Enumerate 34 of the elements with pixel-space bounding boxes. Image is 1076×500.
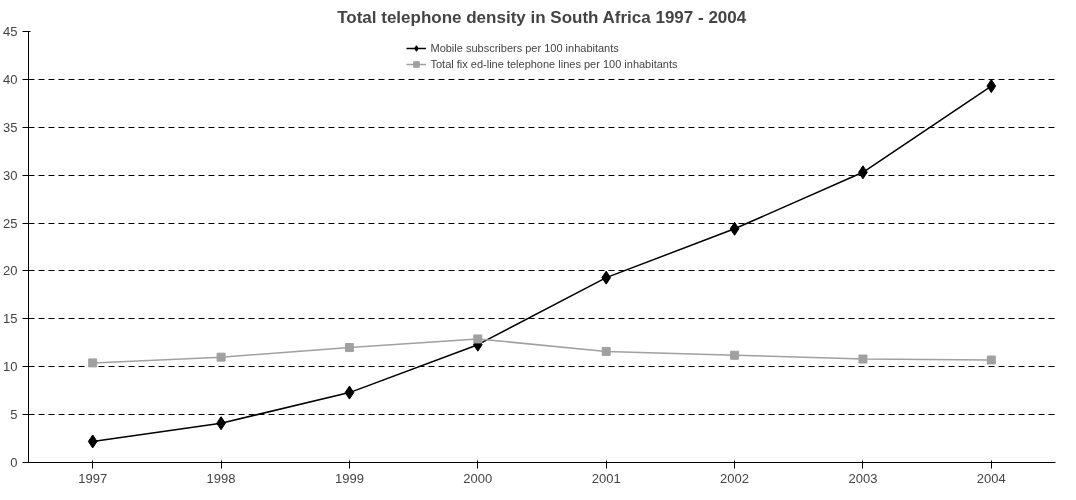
y-tick-label: 10 <box>3 359 18 375</box>
y-tick-label: 45 <box>3 24 18 39</box>
point <box>87 434 98 449</box>
point <box>473 334 483 344</box>
x-tick-label: 2004 <box>976 470 1006 486</box>
point <box>601 346 611 356</box>
chart-title: Total telephone density in South Africa 1997 - 2004 <box>337 7 747 27</box>
legend-label: Total fix ed-line telephone lines per 100 inhabitants <box>430 58 678 70</box>
point <box>729 221 740 236</box>
x-tick-label: 2003 <box>848 470 878 486</box>
point <box>601 270 612 285</box>
x-tick-label: 2000 <box>463 470 493 486</box>
y-tick-label: 0 <box>10 455 18 470</box>
point <box>344 385 355 400</box>
point <box>858 354 868 364</box>
x-tick-label: 1999 <box>334 470 364 486</box>
y-tick-label: 5 <box>10 407 18 423</box>
y-tick-label: 20 <box>3 263 18 279</box>
y-tick-label: 30 <box>3 167 18 183</box>
point <box>88 358 98 368</box>
y-tick-label: 40 <box>3 71 18 87</box>
point <box>986 79 997 94</box>
x-tick-label: 1997 <box>78 470 108 486</box>
x-tick-label: 2002 <box>720 470 750 486</box>
point <box>216 352 226 362</box>
point <box>344 343 354 353</box>
y-tick-label: 35 <box>3 119 18 135</box>
legend-label: Mobile subscribers per 100 inhabitants <box>430 42 619 54</box>
y-tick-label: 15 <box>3 311 18 327</box>
point <box>986 355 996 365</box>
y-tick-label: 25 <box>3 215 18 231</box>
x-tick-label: 1998 <box>206 470 236 486</box>
point <box>730 350 740 360</box>
x-tick-label: 2001 <box>591 470 621 486</box>
